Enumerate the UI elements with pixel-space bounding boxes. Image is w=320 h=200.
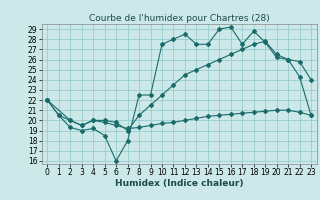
X-axis label: Humidex (Indice chaleur): Humidex (Indice chaleur) <box>115 179 244 188</box>
Title: Courbe de l'humidex pour Chartres (28): Courbe de l'humidex pour Chartres (28) <box>89 14 269 23</box>
